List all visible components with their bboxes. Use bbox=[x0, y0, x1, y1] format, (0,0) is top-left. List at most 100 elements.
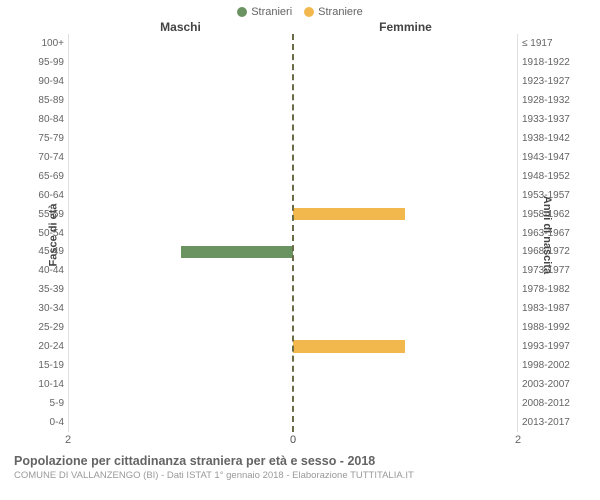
y-tick-birth: 2003-2007 bbox=[522, 375, 570, 394]
y-tick-age: 55-59 bbox=[38, 205, 64, 224]
y-tick-birth: 1983-1987 bbox=[522, 299, 570, 318]
y-tick-age: 20-24 bbox=[38, 337, 64, 356]
y-tick-birth: 1933-1937 bbox=[522, 110, 570, 129]
x-axis-left: 20 bbox=[68, 432, 293, 450]
bar-row bbox=[293, 91, 517, 110]
bar-female bbox=[293, 340, 405, 353]
bar-row bbox=[69, 186, 293, 205]
y-tick-birth: 1988-1992 bbox=[522, 318, 570, 337]
bar-row bbox=[69, 224, 293, 243]
y-tick-age: 30-34 bbox=[38, 299, 64, 318]
y-tick-age: 85-89 bbox=[38, 91, 64, 110]
legend-swatch-male bbox=[237, 7, 247, 17]
footer-title: Popolazione per cittadinanza straniera p… bbox=[14, 454, 586, 468]
y-tick-age: 80-84 bbox=[38, 110, 64, 129]
bar-row bbox=[293, 148, 517, 167]
bar-female bbox=[293, 208, 405, 221]
y-tick-birth: 2013-2017 bbox=[522, 413, 570, 432]
bar-row bbox=[69, 91, 293, 110]
legend: Stranieri Straniere bbox=[0, 0, 600, 20]
y-tick-birth: 1918-1922 bbox=[522, 53, 570, 72]
x-tick: 2 bbox=[515, 434, 521, 446]
bar-row bbox=[69, 53, 293, 72]
bar-row bbox=[293, 375, 517, 394]
y-tick-birth: 1953-1957 bbox=[522, 186, 570, 205]
y-tick-birth: ≤ 1917 bbox=[522, 34, 553, 53]
y-tick-birth: 1948-1952 bbox=[522, 167, 570, 186]
bar-row bbox=[293, 261, 517, 280]
y-tick-age: 95-99 bbox=[38, 53, 64, 72]
y-tick-age: 40-44 bbox=[38, 261, 64, 280]
y-tick-birth: 1938-1942 bbox=[522, 129, 570, 148]
header-female: Femmine bbox=[293, 20, 518, 34]
y-tick-birth: 1973-1977 bbox=[522, 261, 570, 280]
legend-item-female: Straniere bbox=[304, 6, 363, 18]
y-tick-age: 100+ bbox=[41, 34, 64, 53]
bar-row bbox=[293, 72, 517, 91]
bar-row bbox=[293, 413, 517, 432]
bar-row bbox=[293, 129, 517, 148]
y-tick-age: 25-29 bbox=[38, 318, 64, 337]
y-tick-birth: 1998-2002 bbox=[522, 356, 570, 375]
y-axis-right: ≤ 19171918-19221923-19271928-19321933-19… bbox=[518, 34, 580, 432]
y-tick-age: 35-39 bbox=[38, 280, 64, 299]
bar-row bbox=[69, 337, 293, 356]
y-tick-age: 50-54 bbox=[38, 224, 64, 243]
y-tick-birth: 1978-1982 bbox=[522, 280, 570, 299]
bar-row bbox=[69, 148, 293, 167]
bar-row bbox=[69, 110, 293, 129]
plot-area: 100+95-9990-9485-8980-8475-7970-7465-696… bbox=[20, 34, 580, 432]
bar-row bbox=[69, 280, 293, 299]
bar-row bbox=[293, 53, 517, 72]
bar-row bbox=[69, 129, 293, 148]
y-tick-birth: 1943-1947 bbox=[522, 148, 570, 167]
bars-male bbox=[69, 34, 293, 432]
center-line bbox=[292, 34, 294, 432]
bar-row bbox=[293, 167, 517, 186]
y-tick-birth: 1928-1932 bbox=[522, 91, 570, 110]
y-tick-age: 0-4 bbox=[50, 413, 64, 432]
bar-row bbox=[69, 299, 293, 318]
bar-row bbox=[293, 394, 517, 413]
y-tick-age: 45-49 bbox=[38, 242, 64, 261]
bar-row bbox=[293, 186, 517, 205]
y-tick-birth: 2008-2012 bbox=[522, 394, 570, 413]
y-tick-age: 5-9 bbox=[50, 394, 64, 413]
bar-row bbox=[69, 242, 293, 261]
y-tick-birth: 1993-1997 bbox=[522, 337, 570, 356]
x-tick: 2 bbox=[65, 434, 71, 446]
y-axis-left: 100+95-9990-9485-8980-8475-7970-7465-696… bbox=[20, 34, 68, 432]
x-tick: 0 bbox=[290, 434, 296, 446]
bar-row bbox=[69, 34, 293, 53]
legend-item-male: Stranieri bbox=[237, 6, 292, 18]
y-tick-birth: 1968-1972 bbox=[522, 242, 570, 261]
y-tick-age: 10-14 bbox=[38, 375, 64, 394]
bar-row bbox=[69, 72, 293, 91]
legend-label-female: Straniere bbox=[318, 6, 363, 18]
y-tick-age: 75-79 bbox=[38, 129, 64, 148]
bar-row bbox=[293, 280, 517, 299]
footer: Popolazione per cittadinanza straniera p… bbox=[0, 450, 600, 481]
footer-subtitle: COMUNE DI VALLANZENGO (BI) - Dati ISTAT … bbox=[14, 470, 586, 481]
bar-row bbox=[69, 394, 293, 413]
bar-row bbox=[293, 224, 517, 243]
header-male: Maschi bbox=[68, 20, 293, 34]
y-tick-age: 15-19 bbox=[38, 356, 64, 375]
bar-male bbox=[181, 246, 293, 259]
bar-row bbox=[293, 110, 517, 129]
y-tick-age: 70-74 bbox=[38, 148, 64, 167]
y-tick-age: 60-64 bbox=[38, 186, 64, 205]
bar-row bbox=[69, 205, 293, 224]
y-tick-age: 65-69 bbox=[38, 167, 64, 186]
bar-row bbox=[69, 413, 293, 432]
column-headers: Maschi Femmine bbox=[20, 20, 580, 34]
bar-row bbox=[69, 261, 293, 280]
chart: Fasce di età Anni di nascita Maschi Femm… bbox=[20, 20, 580, 450]
bars-female bbox=[293, 34, 517, 432]
x-axis-right: 02 bbox=[293, 432, 518, 450]
y-tick-birth: 1923-1927 bbox=[522, 72, 570, 91]
legend-label-male: Stranieri bbox=[251, 6, 292, 18]
bar-row bbox=[293, 337, 517, 356]
bar-row bbox=[69, 356, 293, 375]
bar-row bbox=[293, 318, 517, 337]
